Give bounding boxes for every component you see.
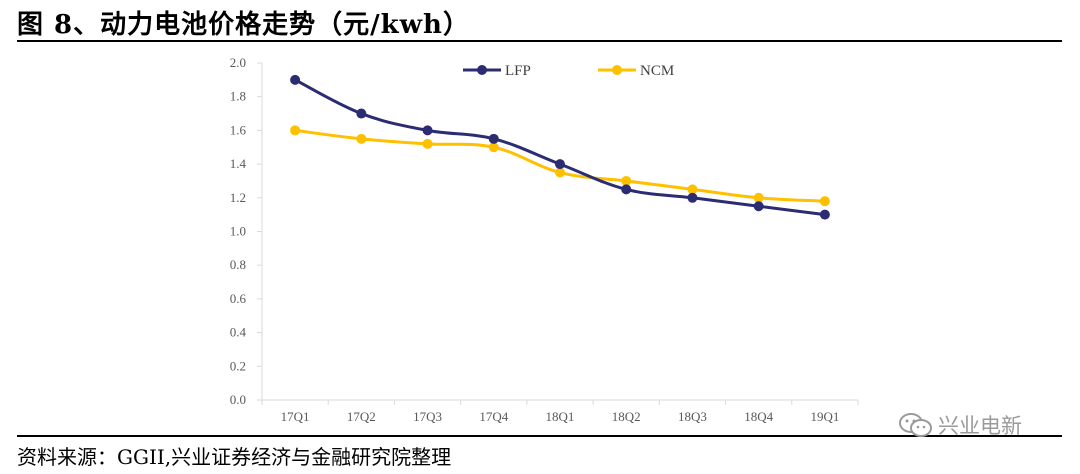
- data-point-ncm: [621, 175, 632, 186]
- data-point-lfp: [687, 192, 698, 203]
- y-tick-label: 1.8: [230, 89, 246, 104]
- y-tick-label: 2.0: [230, 55, 246, 70]
- chart-title: 图 8、动力电池价格走势（元/kwh）: [17, 10, 470, 40]
- data-point-lfp: [753, 201, 764, 212]
- bottom-rule: [17, 435, 1062, 437]
- legend-label-lfp: LFP: [505, 63, 531, 79]
- series-line-lfp: [294, 78, 826, 217]
- data-point-lfp: [555, 159, 565, 170]
- y-tick-label: 0.8: [230, 257, 246, 272]
- x-tick-label: 17Q2: [347, 409, 376, 424]
- x-tick-label: 18Q4: [744, 409, 773, 424]
- data-point-lfp: [290, 74, 301, 85]
- y-tick-label: 0.2: [230, 358, 246, 373]
- x-tick-label: 17Q4: [479, 409, 508, 424]
- x-tick-label: 18Q1: [546, 409, 575, 424]
- watermark: 兴业电新: [898, 410, 1022, 440]
- y-tick-label: 1.0: [230, 224, 246, 239]
- x-tick-label: 17Q3: [413, 409, 442, 424]
- data-point-ncm: [290, 125, 301, 136]
- x-tick-label: 18Q3: [678, 409, 707, 424]
- data-point-lfp: [488, 133, 499, 144]
- data-point-lfp: [356, 108, 367, 119]
- data-point-ncm: [422, 138, 433, 149]
- source-note: 资料来源：GGII,兴业证券经济与金融研究院整理: [17, 445, 452, 469]
- legend-marker-ncm: [612, 65, 622, 75]
- y-tick-label: 0.0: [230, 392, 246, 407]
- data-point-ncm: [488, 142, 499, 153]
- data-point-ncm: [555, 167, 565, 178]
- y-tick-label: 1.2: [230, 190, 246, 205]
- data-point-lfp: [422, 125, 433, 136]
- data-point-ncm: [687, 184, 698, 195]
- data-point-ncm: [819, 196, 830, 207]
- legend-label-ncm: NCM: [640, 63, 674, 79]
- y-tick-label: 1.4: [230, 156, 247, 171]
- x-tick-label: 19Q1: [810, 409, 839, 424]
- y-tick-label: 0.6: [230, 291, 247, 306]
- data-point-lfp: [621, 184, 632, 195]
- y-tick-label: 1.6: [230, 122, 247, 137]
- legend-marker-lfp: [477, 65, 487, 75]
- x-tick-label: 17Q1: [281, 409, 310, 424]
- data-point-lfp: [819, 209, 830, 220]
- top-rule: [17, 40, 1062, 42]
- data-point-ncm: [356, 133, 367, 144]
- y-tick-label: 0.4: [230, 325, 247, 340]
- x-tick-label: 18Q2: [612, 409, 641, 424]
- data-point-ncm: [753, 192, 764, 203]
- watermark-text: 兴业电新: [938, 414, 1022, 438]
- wechat-icon: [899, 413, 932, 437]
